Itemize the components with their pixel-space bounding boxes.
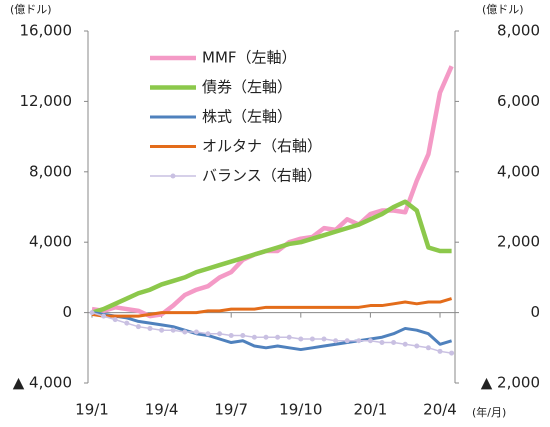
series-line: [91, 199, 452, 315]
series-marker: [425, 345, 431, 351]
series-marker: [251, 334, 257, 340]
series-marker: [298, 336, 304, 342]
y-tick-label: 0: [62, 303, 72, 321]
y2-tick-label: 6,000: [497, 92, 540, 110]
x-tick-label: 19/4: [145, 401, 179, 419]
series-marker: [367, 338, 373, 344]
series-marker: [217, 331, 223, 337]
x-tick-label: 20/4: [423, 401, 457, 419]
legend-label: 債券（左軸）: [202, 78, 292, 96]
series-marker: [170, 327, 176, 333]
y-unit: (億ドル): [10, 3, 52, 16]
legend-marker: [170, 173, 176, 179]
x-tick-label: 19/1: [75, 401, 109, 419]
legend-label: 株式（左軸）: [202, 108, 292, 126]
y-tick-label: 8,000: [29, 162, 72, 180]
y-tick-label: ▲ 4,000: [13, 374, 72, 392]
series-marker: [193, 329, 199, 335]
series-marker: [437, 348, 443, 354]
series-marker: [333, 338, 339, 344]
y-tick-label: 16,000: [20, 22, 73, 40]
series-marker: [379, 340, 385, 346]
series-marker: [286, 334, 292, 340]
series-marker: [449, 350, 455, 356]
series-marker: [344, 338, 350, 344]
x-unit: (年/月): [472, 405, 506, 419]
series-line: [91, 297, 453, 318]
series-marker: [356, 338, 362, 344]
series-line: [91, 65, 454, 319]
x-tick-label: 19/7: [214, 401, 248, 419]
series-line: [91, 311, 453, 352]
series-marker: [309, 336, 315, 342]
x-tick-label: 20/1: [354, 401, 388, 419]
y2-unit: (億ドル): [482, 3, 524, 16]
series-marker: [89, 310, 95, 316]
y2-tick-label: 4,000: [497, 162, 540, 180]
series-marker: [414, 343, 420, 349]
series-marker: [240, 332, 246, 338]
series-marker: [228, 332, 234, 338]
series-marker: [147, 325, 153, 331]
series-marker: [101, 313, 107, 319]
y2-tick-label: ▲ 2,000: [481, 374, 540, 392]
series-marker: [112, 317, 118, 323]
series-marker: [159, 327, 165, 333]
series-marker: [182, 329, 188, 335]
series-marker: [321, 336, 327, 342]
legend-label: バランス（右軸）: [202, 167, 322, 185]
x-tick-label: 19/10: [279, 401, 322, 419]
y2-tick-label: 0: [530, 303, 540, 321]
y-tick-label: 12,000: [20, 92, 73, 110]
series-marker: [135, 324, 141, 330]
series-marker: [275, 334, 281, 340]
series-marker: [205, 331, 211, 337]
series-marker: [263, 334, 269, 340]
y-tick-label: 4,000: [29, 233, 72, 251]
series-marker: [124, 320, 130, 326]
legend-label: MMF（左軸）: [202, 49, 297, 67]
y2-tick-label: 2,000: [497, 233, 540, 251]
legend-label: オルタナ（右軸）: [202, 137, 322, 155]
y2-tick-label: 8,000: [497, 22, 540, 40]
series-marker: [402, 341, 408, 347]
series-marker: [391, 340, 397, 346]
